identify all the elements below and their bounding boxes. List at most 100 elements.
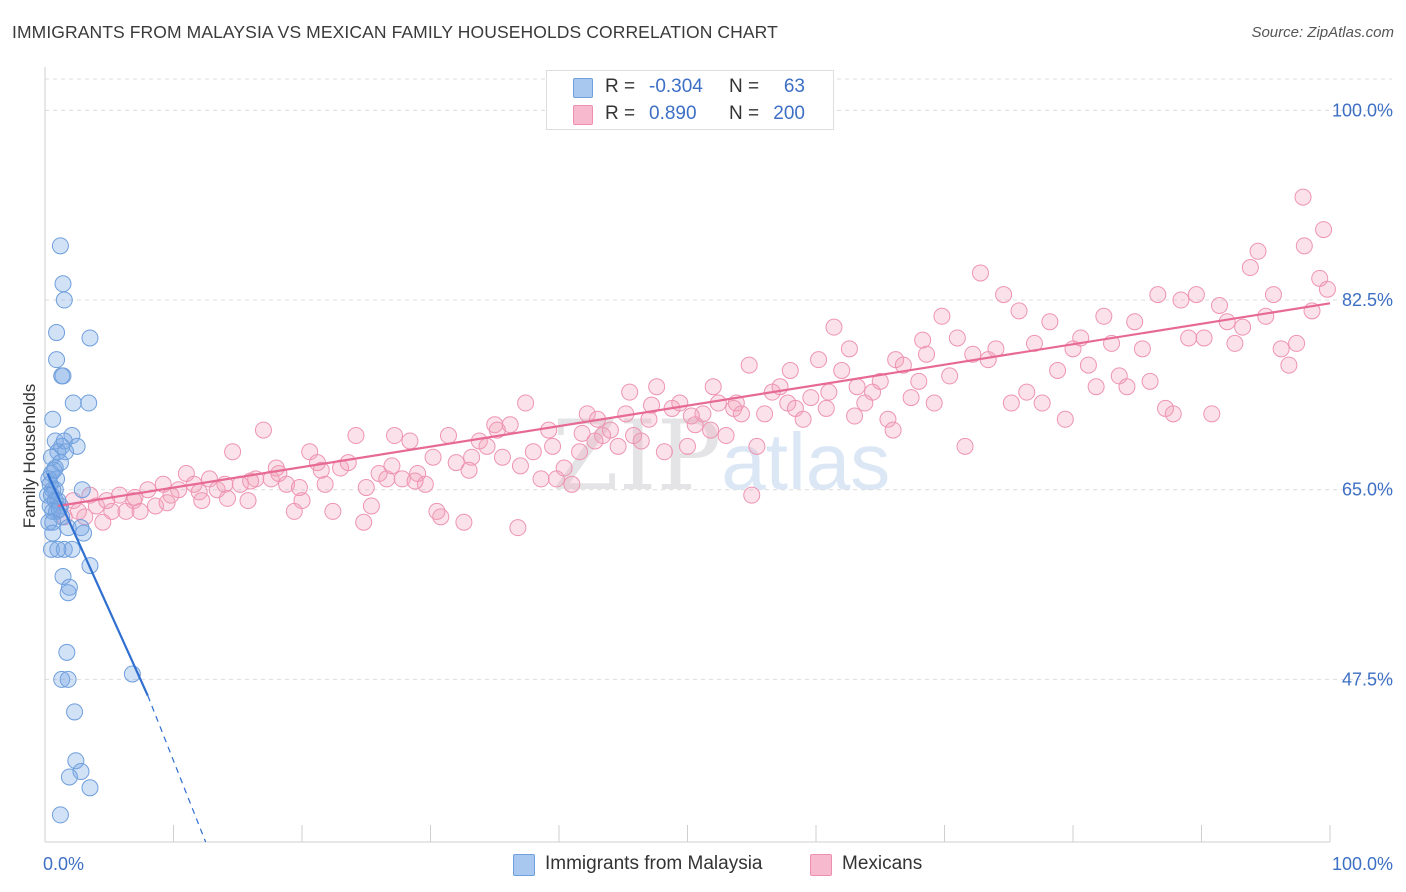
data-point-mexicans	[1164, 405, 1182, 423]
y-tick-label: 82.5%	[1342, 290, 1393, 310]
data-point-mexicans	[1241, 259, 1259, 277]
data-point-mexicans	[643, 396, 661, 414]
data-point-mexicans	[655, 443, 673, 461]
data-point-mexicans	[87, 497, 105, 515]
data-point-mexicans	[1210, 296, 1228, 314]
data-point-mexicans	[743, 486, 761, 504]
data-point-mexicans	[732, 405, 750, 423]
data-point-mexicans	[98, 492, 116, 510]
data-point-mexicans	[848, 378, 866, 396]
data-point-mexicans	[1018, 383, 1036, 401]
chart-title: IMMIGRANTS FROM MALAYSIA VS MEXICAN FAMI…	[12, 22, 778, 42]
data-point-mexicans	[1049, 361, 1067, 379]
data-point-mexicans	[756, 405, 774, 423]
legend-n-value: 63	[783, 76, 805, 97]
data-point-malaysia	[51, 806, 69, 824]
data-point-mexicans	[601, 421, 619, 439]
data-point-mexicans	[267, 459, 285, 477]
data-point-mexicans	[910, 372, 928, 390]
data-point-mexicans	[1149, 286, 1167, 304]
data-point-malaysia	[55, 291, 73, 309]
data-point-mexicans	[1218, 313, 1236, 331]
data-point-malaysia	[53, 670, 71, 688]
data-point-mexicans	[704, 378, 722, 396]
data-point-mexicans	[702, 421, 720, 439]
data-point-mexicans	[1033, 394, 1051, 412]
data-point-mexicans	[820, 383, 838, 401]
data-point-malaysia	[42, 540, 60, 558]
bottom-legend-label-mexicans: Mexicans	[842, 853, 923, 874]
data-point-mexicans	[1079, 356, 1097, 374]
data-point-mexicans	[103, 502, 121, 520]
data-point-mexicans	[914, 331, 932, 349]
watermark-atlas: atlas	[721, 417, 891, 506]
x-tick-label-left: 0.0%	[43, 854, 84, 874]
data-point-mexicans	[987, 340, 1005, 358]
data-point-mexicans	[278, 475, 296, 493]
data-point-mexicans	[1180, 329, 1198, 347]
data-point-malaysia	[81, 779, 99, 797]
data-point-mexicans	[894, 356, 912, 374]
data-point-malaysia	[40, 513, 58, 531]
data-point-mexicans	[478, 437, 496, 455]
data-point-mexicans	[555, 459, 573, 477]
data-point-mexicans	[460, 461, 478, 479]
data-point-malaysia	[81, 329, 99, 347]
data-point-mexicans	[810, 351, 828, 369]
data-point-mexicans	[571, 443, 589, 461]
legend-n-label: N =	[729, 76, 760, 97]
data-point-mexicans	[439, 427, 457, 445]
data-point-malaysia	[55, 432, 73, 450]
data-point-mexicans	[158, 494, 176, 512]
data-point-mexicans	[1257, 307, 1275, 325]
data-point-malaysia	[54, 275, 72, 293]
data-point-mexicans	[781, 361, 799, 379]
data-point-malaysia	[51, 237, 69, 255]
legend-r-value: 0.890	[649, 103, 697, 124]
data-point-malaysia	[49, 540, 67, 558]
watermark: ZIPatlas	[552, 400, 890, 512]
data-point-mexicans	[1095, 307, 1113, 325]
data-point-mexicans	[1280, 356, 1298, 374]
data-point-malaysia	[66, 703, 84, 721]
data-point-mexicans	[964, 345, 982, 363]
data-point-mexicans	[1126, 313, 1144, 331]
trend-line-malaysia-extension	[147, 695, 207, 843]
data-point-mexicans	[428, 502, 446, 520]
legend-swatch-mexicans	[573, 105, 593, 125]
data-point-malaysia	[48, 324, 66, 342]
data-point-mexicans	[1010, 302, 1028, 320]
data-point-mexicans	[339, 454, 357, 472]
data-point-mexicans	[632, 432, 650, 450]
data-point-malaysia	[54, 567, 72, 585]
data-point-mexicans	[131, 502, 149, 520]
data-point-malaysia	[64, 394, 82, 412]
data-point-malaysia	[58, 643, 76, 661]
data-point-mexicans	[1133, 340, 1151, 358]
data-point-malaysia	[59, 584, 77, 602]
data-point-malaysia	[48, 351, 66, 369]
data-point-mexicans	[1294, 188, 1312, 206]
data-point-mexicans	[524, 443, 542, 461]
data-point-mexicans	[383, 457, 401, 475]
data-point-mexicans	[825, 318, 843, 336]
data-point-mexicans	[682, 407, 700, 425]
data-point-mexicans	[621, 383, 639, 401]
legend-n-value: 200	[773, 103, 805, 124]
data-point-mexicans	[517, 394, 535, 412]
data-point-mexicans	[802, 389, 820, 407]
data-point-mexicans	[355, 513, 373, 531]
data-point-malaysia	[59, 670, 77, 688]
data-point-mexicans	[941, 367, 959, 385]
data-point-mexicans	[406, 472, 424, 490]
data-point-mexicans	[1187, 286, 1205, 304]
data-point-mexicans	[995, 286, 1013, 304]
data-point-mexicans	[1315, 221, 1333, 239]
data-point-mexicans	[956, 437, 974, 455]
legend-n-label: N =	[729, 103, 760, 124]
data-point-mexicans	[717, 427, 735, 445]
data-point-malaysia	[67, 752, 85, 770]
data-point-mexicans	[609, 437, 627, 455]
data-point-mexicans	[393, 470, 411, 488]
